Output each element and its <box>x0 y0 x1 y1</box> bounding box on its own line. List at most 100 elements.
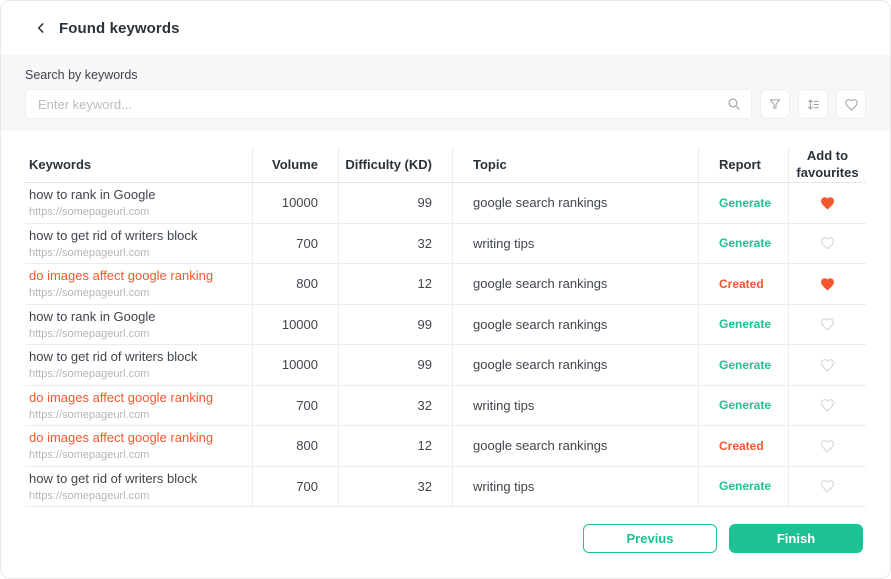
keyword-name: do images affect google ranking <box>29 430 214 446</box>
heart-icon <box>820 480 835 493</box>
topic-cell: writing tips <box>452 385 698 425</box>
back-button[interactable] <box>31 18 51 38</box>
header-favourites: Add to favourites <box>788 147 866 182</box>
filter-button[interactable] <box>760 89 790 119</box>
report-cell: Generate <box>698 183 788 223</box>
keyword-url: https://somepageurl.com <box>29 449 150 462</box>
favourite-cell <box>788 385 866 425</box>
volume-cell: 700 <box>252 466 338 506</box>
header-keywords: Keywords <box>29 157 92 172</box>
volume-cell: 10000 <box>252 345 338 385</box>
finish-button[interactable]: Finish <box>729 524 863 553</box>
favourite-toggle[interactable] <box>816 272 840 296</box>
search-label: Search by keywords <box>25 68 138 82</box>
report-cell: Created <box>698 426 788 466</box>
favourites-filter-button[interactable] <box>836 89 866 119</box>
keyword-name: how to get rid of writers block <box>29 470 198 486</box>
keyword-url: https://somepageurl.com <box>29 408 150 421</box>
heart-icon <box>820 278 835 291</box>
report-action[interactable]: Generate <box>719 236 772 251</box>
keyword-url: https://somepageurl.com <box>29 327 150 340</box>
volume-cell: 700 <box>252 223 338 263</box>
keyword-cell: how to rank in Google https://somepageur… <box>25 183 252 223</box>
favourite-cell <box>788 183 866 223</box>
keyword-cell: how to get rid of writers block https://… <box>25 467 252 507</box>
keyword-name: how to rank in Google <box>29 308 156 324</box>
keyword-cell: do images affect google ranking https://… <box>25 426 252 466</box>
difficulty-cell: 32 <box>338 385 452 425</box>
keyword-url: https://somepageurl.com <box>29 489 150 502</box>
topic-cell: google search rankings <box>452 426 698 466</box>
keyword-name: how to get rid of writers block <box>29 227 198 243</box>
volume-cell: 800 <box>252 426 338 466</box>
keyword-url: https://somepageurl.com <box>29 368 150 381</box>
table-header-row: Keywords Volume Difficulty (KD) Topic Re… <box>25 147 866 183</box>
keyword-name: do images affect google ranking <box>29 389 214 405</box>
favourite-toggle[interactable] <box>816 312 840 336</box>
report-cell: Generate <box>698 466 788 506</box>
search-section: Search by keywords <box>1 55 890 131</box>
favourite-toggle[interactable] <box>816 474 840 498</box>
favourite-toggle[interactable] <box>816 231 840 255</box>
keyword-cell: do images affect google ranking https://… <box>25 386 252 426</box>
keyword-url: https://somepageurl.com <box>29 206 150 219</box>
chevron-left-icon <box>37 23 44 33</box>
table-row: do images affect google ranking https://… <box>25 264 866 305</box>
report-action[interactable]: Generate <box>719 357 772 372</box>
heart-icon <box>820 440 835 453</box>
table-row: how to get rid of writers block https://… <box>25 223 866 264</box>
report-action[interactable]: Generate <box>719 195 772 210</box>
topic-cell: google search rankings <box>452 304 698 344</box>
keyword-cell: how to get rid of writers block https://… <box>25 345 252 385</box>
report-cell: Generate <box>698 345 788 385</box>
topic-cell: google search rankings <box>452 264 698 304</box>
topic-cell: google search rankings <box>452 183 698 223</box>
header-report: Report <box>698 147 788 182</box>
header-difficulty: Difficulty (KD) <box>338 147 452 182</box>
page-title: Found keywords <box>59 19 180 37</box>
header-topic: Topic <box>452 147 698 182</box>
report-action[interactable]: Generate <box>719 398 772 413</box>
heart-icon <box>820 237 835 250</box>
keyword-name: do images affect google ranking <box>29 268 214 284</box>
search-input[interactable] <box>25 89 752 119</box>
report-cell: Generate <box>698 304 788 344</box>
table-body: how to rank in Google https://somepageur… <box>25 183 866 507</box>
heart-icon <box>820 197 835 210</box>
report-cell: Generate <box>698 385 788 425</box>
report-action[interactable]: Created <box>719 276 764 291</box>
favourite-cell <box>788 264 866 304</box>
table-row: how to get rid of writers block https://… <box>25 345 866 386</box>
table-row: do images affect google ranking https://… <box>25 385 866 426</box>
favourite-toggle[interactable] <box>816 353 840 377</box>
difficulty-cell: 12 <box>338 426 452 466</box>
topic-cell: google search rankings <box>452 345 698 385</box>
report-cell: Generate <box>698 223 788 263</box>
heart-icon <box>820 359 835 372</box>
report-cell: Created <box>698 264 788 304</box>
favourite-toggle[interactable] <box>816 434 840 458</box>
favourite-toggle[interactable] <box>816 393 840 417</box>
favourite-cell <box>788 223 866 263</box>
footer-actions: Previus Finish <box>1 524 890 553</box>
favourite-cell <box>788 426 866 466</box>
report-action[interactable]: Generate <box>719 479 772 494</box>
top-bar: Found keywords <box>1 1 890 55</box>
volume-cell: 800 <box>252 264 338 304</box>
table-row: how to rank in Google https://somepageur… <box>25 183 866 224</box>
keyword-cell: how to rank in Google https://somepageur… <box>25 305 252 345</box>
table-row: how to get rid of writers block https://… <box>25 466 866 507</box>
sort-button[interactable] <box>798 89 828 119</box>
volume-cell: 10000 <box>252 304 338 344</box>
favourite-toggle[interactable] <box>816 191 840 215</box>
report-action[interactable]: Generate <box>719 317 772 332</box>
keyword-cell: how to get rid of writers block https://… <box>25 224 252 264</box>
topic-cell: writing tips <box>452 466 698 506</box>
heart-icon <box>820 318 835 331</box>
sort-list-icon <box>807 99 819 109</box>
header-volume: Volume <box>252 147 338 182</box>
previous-button[interactable]: Previus <box>583 524 717 553</box>
keyword-url: https://somepageurl.com <box>29 246 150 259</box>
report-action[interactable]: Created <box>719 438 764 453</box>
